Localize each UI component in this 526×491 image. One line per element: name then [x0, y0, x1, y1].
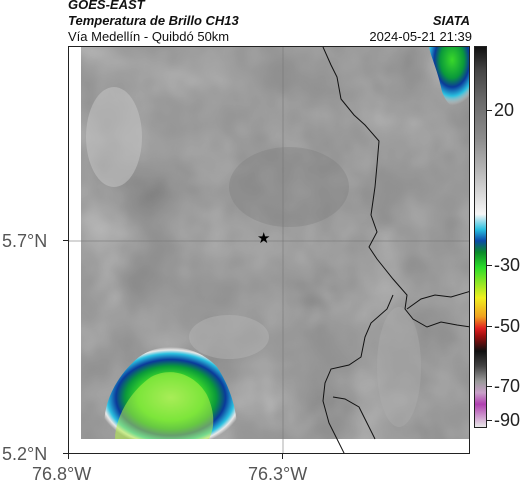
- lat-tick-mark: [63, 453, 68, 454]
- colorbar-tick: [487, 386, 492, 387]
- colorbar-label: -70: [494, 376, 521, 396]
- colorbar-tick: [487, 265, 492, 266]
- colorbar-tick: [487, 326, 492, 327]
- datetime-label: 2024-05-21 21:39: [369, 29, 472, 44]
- colorbar: [474, 46, 487, 428]
- colorbar-label: 20: [494, 100, 515, 120]
- region-label: Vía Medellín - Quibdó 50km: [68, 29, 230, 44]
- star-icon[interactable]: ★: [257, 230, 271, 247]
- lat-tick-label: 5.2°N: [2, 444, 48, 464]
- colorbar-tick: [487, 420, 492, 421]
- lat-tick-mark: [63, 240, 68, 241]
- colorbar-label: -90: [494, 410, 521, 430]
- colorbar-tick: [487, 110, 492, 111]
- satellite-image: [69, 47, 469, 453]
- product-title: Temperatura de Brillo CH13: [68, 13, 239, 28]
- lon-tick-label: 76.8°W: [32, 464, 92, 484]
- satellite-title: GOES-EAST: [68, 0, 145, 12]
- colorbar-label: -50: [494, 316, 521, 336]
- lat-tick-label: 5.7°N: [2, 231, 48, 251]
- lon-tick-mark: [282, 454, 283, 459]
- map-panel[interactable]: ★: [68, 46, 470, 454]
- lon-tick-label: 76.3°W: [248, 464, 308, 484]
- lon-tick-mark: [68, 454, 69, 459]
- colorbar-label: -30: [494, 255, 521, 275]
- agency-label: SIATA: [432, 13, 470, 28]
